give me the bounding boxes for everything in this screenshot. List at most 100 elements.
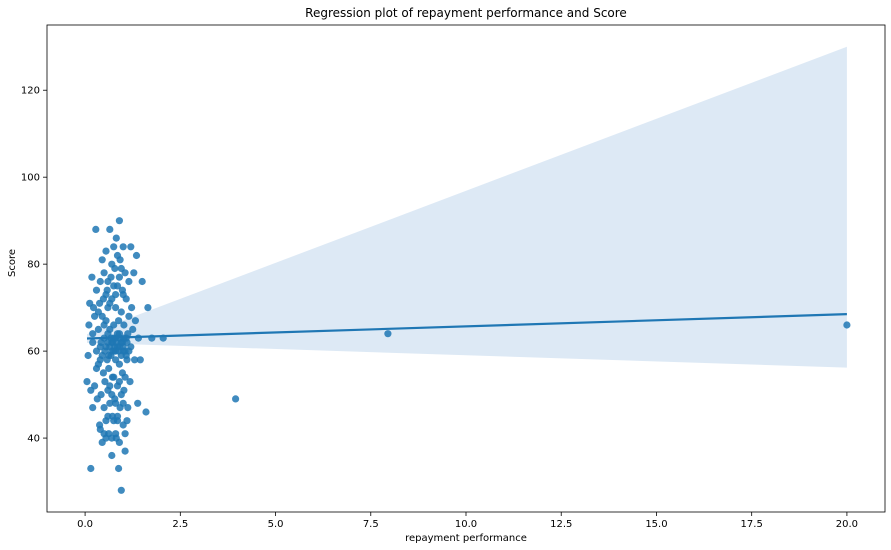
scatter-point [97, 391, 105, 399]
scatter-point [124, 330, 132, 338]
scatter-point [102, 434, 110, 442]
scatter-point [92, 364, 101, 373]
scatter-point [110, 373, 118, 381]
scatter-point [105, 364, 113, 373]
scatter-point [110, 282, 118, 290]
scatter-point [112, 399, 120, 407]
x-tick-label: 20.0 [836, 519, 858, 530]
scatter-point [131, 317, 139, 325]
scatter-point [92, 225, 100, 233]
y-tick-label: 60 [27, 347, 40, 358]
scatter-point [108, 260, 116, 268]
scatter-point [89, 404, 97, 412]
scatter-point [94, 308, 102, 316]
y-tick-label: 100 [21, 173, 40, 184]
scatter-point [121, 447, 129, 455]
scatter-point [83, 378, 91, 386]
scatter-point [125, 312, 133, 320]
scatter-point [110, 321, 118, 329]
scatter-point [89, 304, 98, 312]
scatter-point [124, 404, 132, 412]
scatter-point [108, 451, 116, 460]
y-axis-label: Score [7, 249, 18, 277]
scatter-point [120, 321, 128, 329]
scatter-point [129, 325, 137, 333]
scatter-point [127, 243, 135, 251]
scatter-point [144, 304, 152, 312]
scatter-point [130, 269, 138, 277]
scatter-point [98, 351, 106, 360]
scatter-point [106, 299, 114, 307]
scatter-point [134, 334, 142, 342]
scatter-point [119, 243, 127, 251]
scatter-point [98, 256, 106, 264]
scatter-point [89, 330, 97, 338]
chart-title: Regression plot of repayment performance… [305, 6, 627, 20]
scatter-point [123, 417, 131, 425]
scatter-point [115, 464, 123, 473]
x-tick-label: 15.0 [645, 519, 667, 530]
scatter-point [100, 269, 108, 277]
axes: 0.0 2.5 5.0 7.5 10.0 12.5 15.0 17.5 20.0 40 60 80 10… [21, 24, 886, 530]
scatter-point [89, 338, 97, 346]
scatter-point [84, 351, 92, 360]
plot-area [83, 46, 851, 494]
scatter-point [100, 321, 108, 329]
x-axis-label: repayment performance [405, 533, 527, 544]
scatter-point [100, 404, 108, 412]
scatter-point [91, 382, 99, 390]
scatter-point [104, 277, 112, 286]
scatter-point [112, 304, 120, 312]
x-tick-label: 10.0 [455, 519, 477, 530]
scatter-point [136, 356, 144, 364]
scatter-point [106, 225, 114, 233]
scatter-point [102, 291, 110, 299]
scatter-point [112, 234, 120, 242]
scatter-point [121, 430, 129, 438]
regression-line [86, 313, 847, 340]
scatter-point [94, 325, 102, 333]
scatter-point [142, 408, 150, 416]
scatter-point [125, 347, 133, 355]
scatter-point [113, 251, 122, 260]
scatter-point [99, 369, 107, 377]
scatter-point [112, 291, 120, 299]
scatter-point [115, 438, 123, 446]
scatter-point [131, 356, 139, 364]
scatter-point [96, 277, 104, 286]
scatter-point [101, 378, 109, 386]
scatter-point [117, 486, 125, 494]
scatter-point [115, 360, 123, 368]
y-tick-label: 80 [27, 260, 40, 271]
scatter-point [96, 343, 104, 351]
scatter-point [110, 243, 118, 251]
y-tick-label: 40 [27, 434, 40, 445]
x-tick-label: 2.5 [172, 519, 188, 530]
scatter-point [115, 317, 123, 325]
scatter-point [106, 399, 114, 407]
x-tick-label: 0.0 [77, 519, 93, 530]
scatter-point [125, 277, 133, 286]
scatter-point [117, 264, 125, 273]
scatter-point [232, 395, 240, 403]
scatter-point [138, 277, 146, 286]
scatter-point [119, 291, 127, 299]
scatter-point [128, 304, 136, 312]
scatter-point [115, 273, 123, 281]
scatter-point [126, 378, 134, 386]
scatter-point [115, 378, 123, 386]
x-tick-label: 17.5 [741, 519, 763, 530]
scatter-point [121, 373, 129, 381]
scatter-point [96, 425, 104, 433]
scatter-point [92, 286, 101, 294]
scatter-point [104, 412, 112, 420]
x-tick-label: 12.5 [550, 519, 572, 530]
scatter-point [85, 321, 93, 329]
scatter-point [843, 321, 851, 329]
scatter-point [112, 430, 120, 438]
scatter-point [108, 391, 116, 399]
x-tick-label: 5.0 [268, 519, 284, 530]
scatter-point [123, 338, 131, 346]
